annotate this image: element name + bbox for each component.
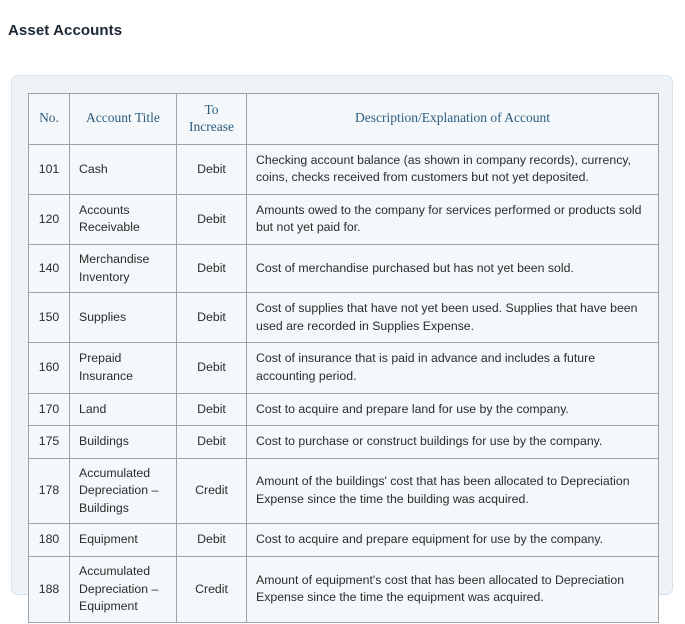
description-cell: Cost of supplies that have not yet been … [246,292,659,344]
account-title-cell: Land [69,392,177,427]
account-number-cell: 188 [28,556,70,623]
column-header-account-title: Account Title [69,93,177,145]
table-body: 101 Cash Debit Checking account balance (as… [28,143,659,623]
asset-accounts-card: No. Account Title To Increase Descriptio… [11,75,673,623]
description-cell: Cost of merchandise purchased but has no… [246,244,659,294]
account-number-cell: 178 [28,457,70,525]
account-number-cell: 140 [28,244,70,294]
to-increase-cell: Debit [176,143,247,195]
page-title: Asset Accounts [8,22,123,40]
account-title-cell: Accumulated Depreciation – Equipment [69,556,177,623]
account-number-cell: 160 [28,342,70,394]
table-row: 180 Equipment Debit Cost to acquire and pre… [28,523,659,557]
account-number-cell: 170 [28,392,70,427]
account-number-cell: 180 [28,523,70,557]
table-row: 170 Land Debit Cost to acquire and prepare … [28,392,659,427]
to-increase-cell: Debit [176,392,247,427]
table-row: 160 Prepaid Insurance Debit Cost of insuran… [28,342,659,394]
description-cell: Checking account balance (as shown in co… [246,143,659,195]
account-number-cell: 101 [28,143,70,195]
account-title-cell: Accounts Receivable [69,193,177,246]
account-number-cell: 175 [28,425,70,459]
to-increase-cell: Debit [176,342,247,394]
to-increase-cell: Debit [176,244,247,294]
table-row: 188 Accumulated Depreciation – Equipment C… [28,556,659,623]
account-title-cell: Accumulated Depreciation – Buildings [69,457,177,525]
to-increase-cell: Credit [176,457,247,525]
account-title-cell: Cash [69,143,177,195]
to-increase-cell: Credit [176,556,247,623]
column-header-to-increase: To Increase [176,93,247,145]
table-row: 178 Accumulated Depreciation – Buildings C… [28,457,659,525]
table-row: 150 Supplies Debit Cost of supplies that ha… [28,292,659,344]
account-title-cell: Prepaid Insurance [69,342,177,394]
column-header-description: Description/Explanation of Account [246,93,659,145]
account-title-cell: Buildings [69,425,177,459]
description-cell: Cost to acquire and prepare land for use… [246,392,659,427]
table-row: 175 Buildings Debit Cost to purchase or con… [28,425,659,459]
table-row: 140 Merchandise Inventory Debit Cost of mer… [28,244,659,294]
account-number-cell: 150 [28,292,70,344]
description-cell: Amount of the buildings' cost that has b… [246,457,659,525]
to-increase-cell: Debit [176,193,247,246]
column-header-no: No. [28,93,70,145]
table-container: No. Account Title To Increase Descriptio… [28,93,659,623]
description-cell: Cost of insurance that is paid in advanc… [246,342,659,394]
description-cell: Cost to purchase or construct buildings … [246,425,659,459]
description-cell: Amount of equipment's cost that has been… [246,556,659,623]
to-increase-cell: Debit [176,425,247,459]
table-row: 101 Cash Debit Checking account balance (as… [28,143,659,195]
account-title-cell: Equipment [69,523,177,557]
account-title-cell: Supplies [69,292,177,344]
asset-accounts-table: No. Account Title To Increase Descriptio… [28,93,659,623]
to-increase-cell: Debit [176,292,247,344]
table-header-row: No. Account Title To Increase Descriptio… [28,93,659,145]
description-cell: Cost to acquire and prepare equipment fo… [246,523,659,557]
account-number-cell: 120 [28,193,70,246]
table-header: No. Account Title To Increase Descriptio… [28,93,659,145]
to-increase-cell: Debit [176,523,247,557]
table-row: 120 Accounts Receivable Debit Amounts owed … [28,193,659,246]
account-title-cell: Merchandise Inventory [69,244,177,294]
description-cell: Amounts owed to the company for services… [246,193,659,246]
